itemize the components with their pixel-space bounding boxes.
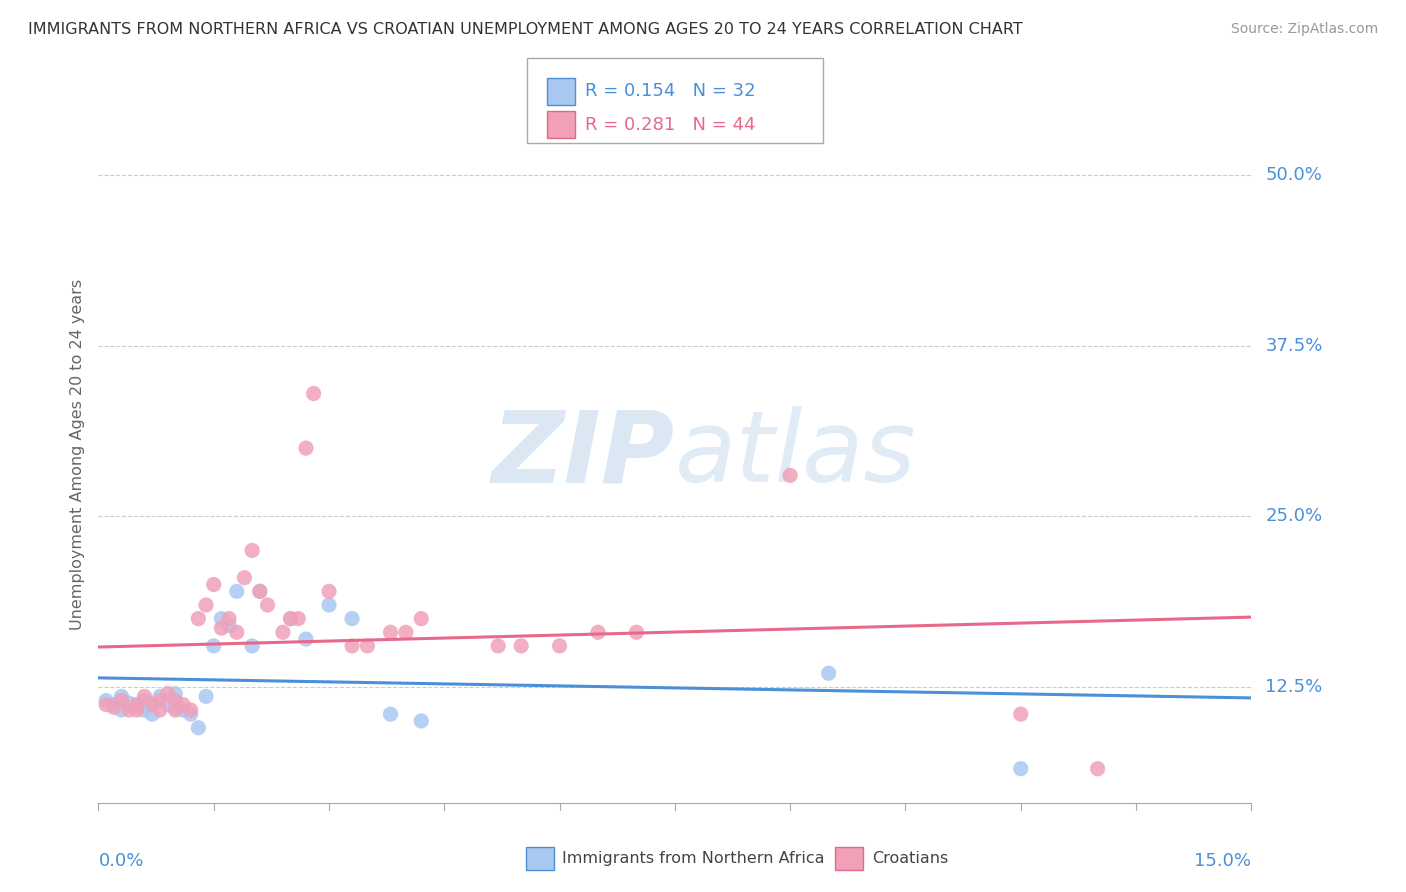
Point: [165, 703, 187, 717]
Point: [626, 625, 648, 640]
Point: [340, 639, 363, 653]
Point: [125, 698, 148, 712]
Point: [318, 584, 340, 599]
Point: [548, 639, 571, 653]
Point: [165, 687, 187, 701]
Point: [395, 625, 418, 640]
Point: [1010, 762, 1032, 776]
Point: [280, 612, 302, 626]
Text: R = 0.281   N = 44: R = 0.281 N = 44: [585, 116, 755, 134]
Point: [187, 612, 209, 626]
Point: [240, 543, 263, 558]
Text: Source: ZipAtlas.com: Source: ZipAtlas.com: [1230, 22, 1378, 37]
Point: [172, 698, 194, 712]
Point: [218, 618, 240, 632]
Point: [103, 698, 125, 712]
Point: [280, 612, 302, 626]
Point: [202, 639, 225, 653]
Point: [94, 698, 117, 712]
Text: 15.0%: 15.0%: [1194, 852, 1251, 870]
Text: atlas: atlas: [675, 407, 917, 503]
Point: [209, 621, 232, 635]
Point: [118, 703, 141, 717]
Point: [195, 690, 218, 704]
Point: [141, 698, 163, 712]
Point: [180, 707, 202, 722]
Point: [510, 639, 533, 653]
Point: [779, 468, 801, 483]
Point: [180, 703, 202, 717]
Point: [187, 721, 209, 735]
Point: [295, 632, 318, 646]
Point: [209, 612, 232, 626]
Point: [249, 584, 271, 599]
Point: [141, 698, 163, 712]
Y-axis label: Unemployment Among Ages 20 to 24 years: Unemployment Among Ages 20 to 24 years: [69, 279, 84, 631]
Point: [411, 612, 433, 626]
Point: [225, 584, 247, 599]
Point: [1087, 762, 1109, 776]
Point: [380, 707, 402, 722]
Point: [110, 690, 132, 704]
Point: [118, 696, 141, 710]
Point: [125, 700, 148, 714]
Point: [380, 625, 402, 640]
Point: [287, 612, 309, 626]
Text: 25.0%: 25.0%: [1265, 508, 1323, 525]
Text: Immigrants from Northern Africa: Immigrants from Northern Africa: [562, 851, 825, 865]
Text: Croatians: Croatians: [872, 851, 948, 865]
Point: [134, 693, 156, 707]
Point: [134, 703, 156, 717]
Point: [302, 386, 325, 401]
Point: [156, 687, 179, 701]
Point: [149, 693, 172, 707]
Point: [233, 571, 256, 585]
Point: [172, 703, 194, 717]
Point: [218, 612, 240, 626]
Point: [149, 703, 172, 717]
Point: [256, 598, 278, 612]
Point: [165, 693, 187, 707]
Text: 50.0%: 50.0%: [1265, 166, 1322, 185]
Point: [149, 690, 172, 704]
Point: [271, 625, 294, 640]
Point: [486, 639, 509, 653]
Text: IMMIGRANTS FROM NORTHERN AFRICA VS CROATIAN UNEMPLOYMENT AMONG AGES 20 TO 24 YEA: IMMIGRANTS FROM NORTHERN AFRICA VS CROAT…: [28, 22, 1024, 37]
Point: [240, 639, 263, 653]
Text: ZIP: ZIP: [492, 407, 675, 503]
Text: 12.5%: 12.5%: [1265, 678, 1323, 696]
Point: [1010, 707, 1032, 722]
Point: [249, 584, 271, 599]
Point: [318, 598, 340, 612]
Point: [411, 714, 433, 728]
Point: [195, 598, 218, 612]
Point: [110, 693, 132, 707]
Point: [103, 700, 125, 714]
Point: [225, 625, 247, 640]
Point: [156, 698, 179, 712]
Point: [202, 577, 225, 591]
Point: [165, 700, 187, 714]
Point: [94, 693, 117, 707]
Point: [356, 639, 378, 653]
Text: 37.5%: 37.5%: [1265, 337, 1323, 355]
Point: [586, 625, 609, 640]
Text: 0.0%: 0.0%: [98, 852, 143, 870]
Point: [340, 612, 363, 626]
Point: [125, 703, 148, 717]
Point: [141, 707, 163, 722]
Text: R = 0.154   N = 32: R = 0.154 N = 32: [585, 82, 755, 100]
Point: [817, 666, 839, 681]
Point: [295, 441, 318, 455]
Point: [110, 703, 132, 717]
Point: [134, 690, 156, 704]
